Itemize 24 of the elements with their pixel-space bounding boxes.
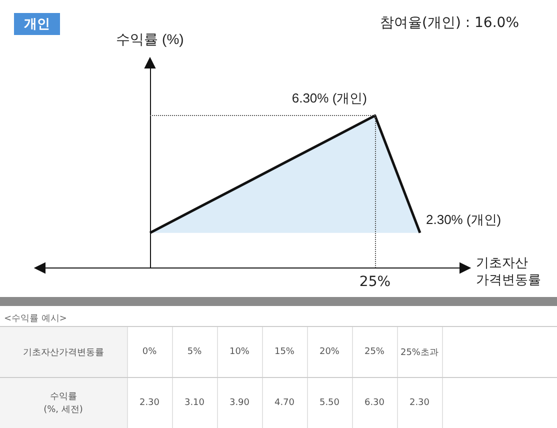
x-tick-label: 10% (217, 326, 262, 378)
data-label: 4.70 (262, 378, 307, 428)
data-label: 6.30 (352, 378, 397, 428)
x-axis-title: 기초자산 가격변동률 (476, 255, 541, 287)
annotation: 6.30% (개인) (292, 90, 367, 106)
text: 기초자산가격변동률 (0, 326, 127, 378)
chart-subtitle: 참여율(개인) : 16.0% (380, 14, 519, 32)
x-tick-label: 25%초과 (397, 326, 442, 378)
x-tick-label: 20% (307, 326, 352, 378)
annotation: 2.30% (개인) (426, 212, 502, 227)
text: <수익률 예시> (4, 313, 67, 325)
text: 수익률 (%, 세전) (0, 378, 127, 428)
text: 25% (358, 274, 392, 290)
data-label: 3.10 (172, 378, 217, 428)
data-label: 2.30 (127, 378, 172, 428)
data-label: 5.50 (307, 378, 352, 428)
x-tick-label: 5% (172, 326, 217, 378)
y-axis-title: 수익률 (%) (116, 31, 184, 47)
x-tick-label: 0% (127, 326, 172, 378)
chart-title: 개인 (14, 13, 60, 35)
data-label: 3.90 (217, 378, 262, 428)
data-label: 2.30 (397, 378, 442, 428)
x-tick-label: 25% (352, 326, 397, 378)
x-tick-label: 15% (262, 326, 307, 378)
